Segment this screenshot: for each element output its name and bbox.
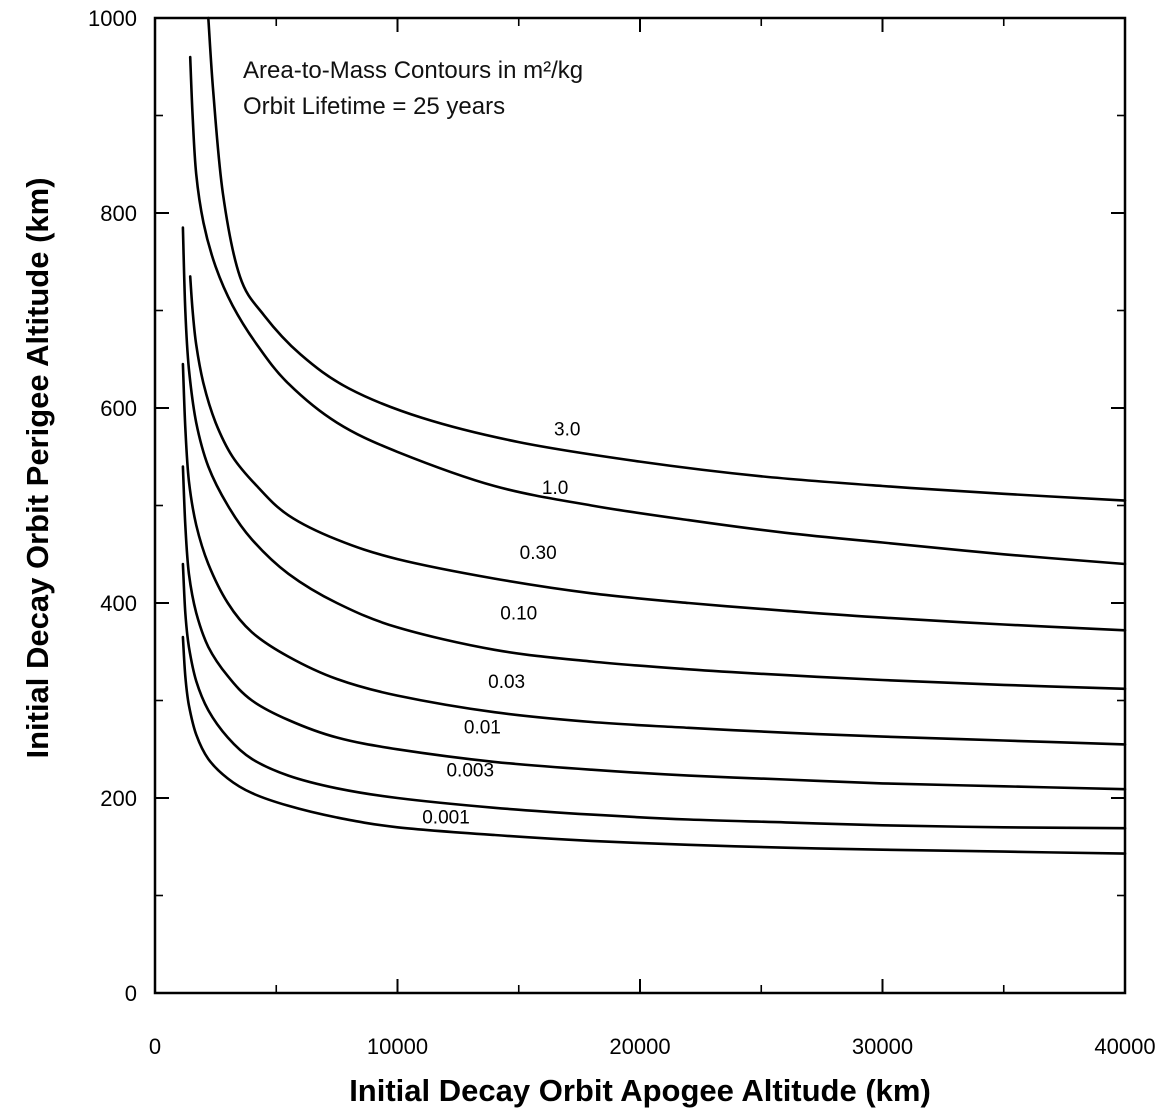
series-label-0.30: 0.30 — [520, 543, 557, 564]
y-tick-label: 400 — [100, 591, 137, 616]
annotation-lifetime: Orbit Lifetime = 25 years — [243, 93, 505, 120]
y-tick-label: 200 — [100, 786, 137, 811]
plot-area: 0 10000 20000 30000 40000 0 200 400 600 800 1000 3.… — [88, 6, 1156, 1059]
plot-frame — [153, 16, 1127, 995]
series-label-0.10: 0.10 — [500, 604, 537, 625]
y-axis-title: Initial Decay Orbit Perigee Altitude (km… — [20, 177, 55, 758]
x-tick-label: 40000 — [1094, 1034, 1155, 1059]
series-line-0.10 — [181, 226, 1127, 691]
x-axis-title: Initial Decay Orbit Apogee Altitude (km) — [349, 1073, 931, 1108]
series-label-0.03: 0.03 — [488, 672, 525, 693]
series-label-1.0: 1.0 — [542, 478, 568, 499]
x-tick-label: 30000 — [852, 1034, 913, 1059]
y-tick-label: 600 — [100, 396, 137, 421]
series-line-0.003 — [181, 562, 1127, 830]
series-line-0.001 — [181, 635, 1127, 855]
series-line-0.03 — [181, 362, 1127, 746]
series-line-0.01 — [181, 465, 1127, 791]
series-label-0.01: 0.01 — [464, 718, 501, 739]
series-label-0.001: 0.001 — [422, 807, 470, 828]
series-label-3.0: 3.0 — [554, 419, 580, 440]
series-label-0.003: 0.003 — [446, 761, 494, 782]
series-line-1.0 — [188, 55, 1127, 566]
series-line-3.0 — [207, 16, 1127, 502]
y-tick-label: 800 — [100, 201, 137, 226]
series-line-0.30 — [188, 275, 1127, 632]
x-tick-label: 10000 — [367, 1034, 428, 1059]
x-tick-label: 20000 — [609, 1034, 670, 1059]
annotation-contours: Area-to-Mass Contours in m²/kg — [243, 57, 583, 84]
y-tick-label: 1000 — [88, 6, 137, 31]
x-tick-label: 0 — [149, 1034, 161, 1059]
y-tick-label: 0 — [125, 981, 137, 1006]
